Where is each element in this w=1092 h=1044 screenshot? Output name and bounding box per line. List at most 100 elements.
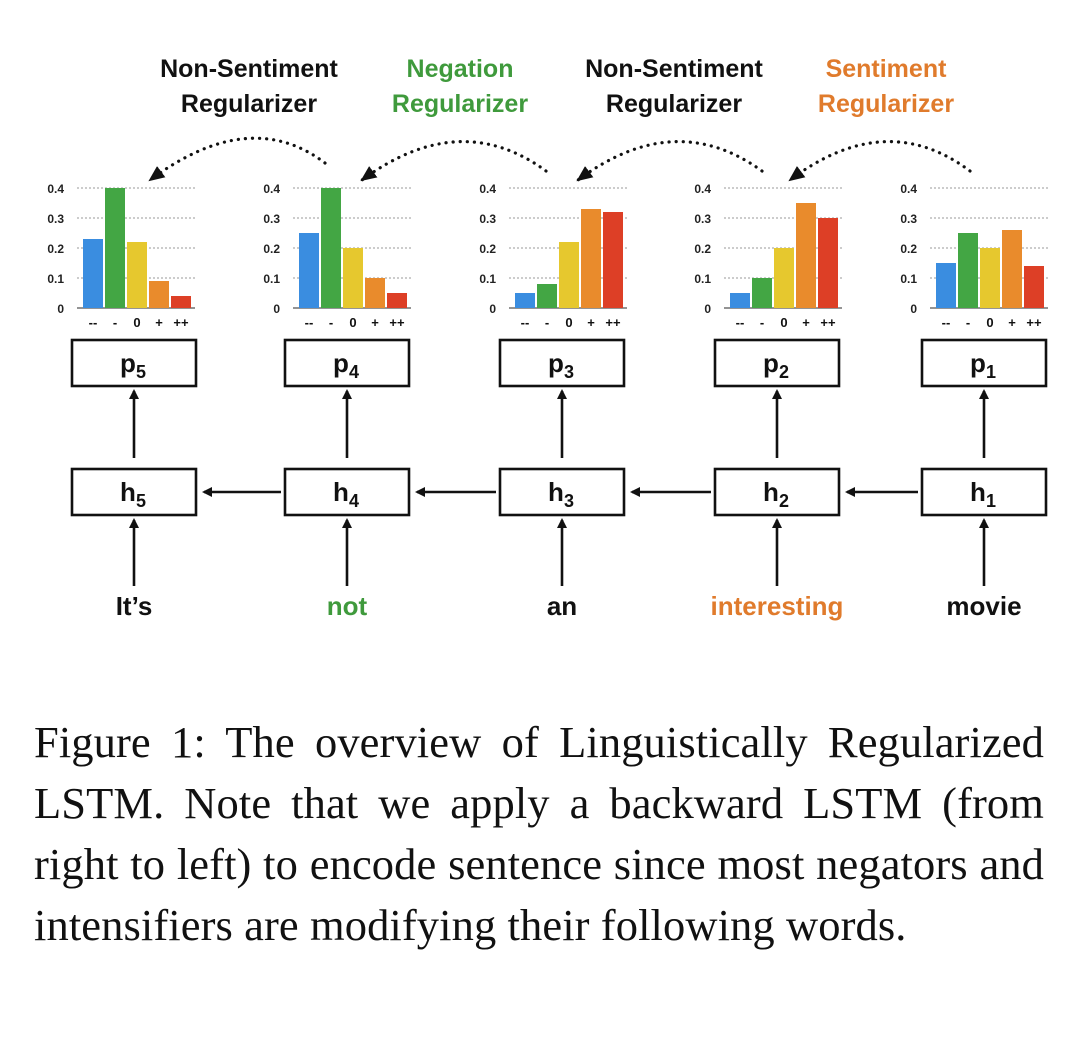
node-symbol: p xyxy=(763,348,779,378)
node-symbol: p xyxy=(333,348,349,378)
regularizer-label-line2: Regularizer xyxy=(606,90,742,118)
x-tick-label: - xyxy=(113,315,117,330)
node-symbol: p xyxy=(970,348,986,378)
hidden-node-label: h2 xyxy=(763,477,789,511)
y-tick-label: 0.4 xyxy=(694,182,711,196)
x-tick-label: 0 xyxy=(986,315,993,330)
y-tick-label: 0 xyxy=(57,302,64,316)
prob-node-box xyxy=(920,338,1048,388)
bar-5 xyxy=(818,218,838,308)
hidden-node-label: h5 xyxy=(120,477,146,511)
hidden-node-box xyxy=(283,467,411,517)
y-tick-label: 0 xyxy=(704,302,711,316)
x-tick-label: 0 xyxy=(565,315,572,330)
prob-node-3: p3 xyxy=(498,338,626,388)
bar-4 xyxy=(1002,230,1022,308)
y-tick-label: 0 xyxy=(489,302,496,316)
y-tick-label: 0.3 xyxy=(900,212,917,226)
x-tick-label: -- xyxy=(521,315,530,330)
node-subscript: 3 xyxy=(564,491,574,511)
node-symbol: h xyxy=(333,477,349,507)
x-tick-label: + xyxy=(155,315,163,330)
x-tick-label: -- xyxy=(305,315,314,330)
dotted-arrow xyxy=(788,140,972,182)
y-tick-label: 0.2 xyxy=(900,242,917,256)
x-tick-label: ++ xyxy=(389,315,405,330)
regularizer-labels: Non-Sentiment Regularizer Negation Regulari… xyxy=(160,55,954,118)
node-symbol: h xyxy=(120,477,136,507)
regularizer-label-line1: Non-Sentiment xyxy=(585,55,763,83)
y-tick-label: 0 xyxy=(273,302,280,316)
prob-node-4: p4 xyxy=(283,338,411,388)
bar-1 xyxy=(730,293,750,308)
input-word: It’s xyxy=(116,591,153,621)
x-tick-label: ++ xyxy=(820,315,836,330)
hidden-node-3: h3 xyxy=(498,467,626,517)
x-tick-label: - xyxy=(545,315,549,330)
node-symbol: p xyxy=(548,348,564,378)
bar-3 xyxy=(980,248,1000,308)
prob-node-box xyxy=(70,338,198,388)
node-subscript: 3 xyxy=(564,362,574,382)
input-word: an xyxy=(547,591,577,621)
node-symbol: p xyxy=(120,348,136,378)
prob-node-2: p2 xyxy=(713,338,841,388)
hidden-node-box xyxy=(920,467,1048,517)
y-tick-label: 0.3 xyxy=(47,212,64,226)
output-distribution-charts: 0.40.30.20.10-- -0 + ++0.40.30.20.10-- -0 + ++… xyxy=(47,182,1048,330)
y-tick-label: 0.3 xyxy=(263,212,280,226)
node-subscript: 5 xyxy=(136,491,146,511)
x-tick-label: + xyxy=(802,315,810,330)
bar-1 xyxy=(515,293,535,308)
x-tick-label: 0 xyxy=(349,315,356,330)
y-tick-label: 0.4 xyxy=(263,182,280,196)
y-tick-label: 0.1 xyxy=(263,272,280,286)
hidden-node-label: h4 xyxy=(333,477,359,511)
input-word: movie xyxy=(946,591,1021,621)
dotted-arrow xyxy=(360,140,548,182)
y-tick-label: 0 xyxy=(910,302,917,316)
node-symbol: h xyxy=(548,477,564,507)
distribution-chart-5: 0.40.30.20.10-- -0 + ++ xyxy=(47,182,195,330)
y-tick-label: 0.4 xyxy=(479,182,496,196)
x-tick-label: ++ xyxy=(1026,315,1042,330)
regularizer-label-line2: Regularizer xyxy=(181,90,317,118)
prob-node-label: p4 xyxy=(333,348,359,382)
bar-3 xyxy=(343,248,363,308)
regularizer-label-line2: Regularizer xyxy=(818,90,954,118)
prob-node-box xyxy=(498,338,626,388)
hidden-node-5: h5 xyxy=(70,467,198,517)
x-tick-label: + xyxy=(587,315,595,330)
input-word: not xyxy=(327,591,368,621)
bar-2 xyxy=(321,188,341,308)
bar-3 xyxy=(774,248,794,308)
bar-3 xyxy=(127,242,147,308)
x-tick-label: - xyxy=(966,315,970,330)
y-tick-label: 0.1 xyxy=(479,272,496,286)
bar-4 xyxy=(365,278,385,308)
prob-node-box xyxy=(713,338,841,388)
node-subscript: 2 xyxy=(779,362,789,382)
hidden-node-box xyxy=(498,467,626,517)
hidden-node-label: h1 xyxy=(970,477,996,511)
bar-2 xyxy=(752,278,772,308)
y-tick-label: 0.2 xyxy=(694,242,711,256)
regularizer-label-line2: Regularizer xyxy=(392,90,528,118)
prob-node-label: p3 xyxy=(548,348,574,382)
bar-5 xyxy=(1024,266,1044,308)
x-tick-label: ++ xyxy=(605,315,621,330)
node-symbol: h xyxy=(763,477,779,507)
regularizer-label-line1: Non-Sentiment xyxy=(160,55,338,83)
hidden-node-2: h2 xyxy=(713,467,841,517)
bar-4 xyxy=(149,281,169,308)
dotted-arrow xyxy=(148,136,327,182)
bar-5 xyxy=(387,293,407,308)
hidden-node-4: h4 xyxy=(283,467,411,517)
node-subscript: 4 xyxy=(349,362,359,382)
bar-3 xyxy=(559,242,579,308)
node-subscript: 2 xyxy=(779,491,789,511)
x-tick-label: 0 xyxy=(780,315,787,330)
prob-node-label: p5 xyxy=(120,348,146,382)
bar-2 xyxy=(537,284,557,308)
y-tick-label: 0.1 xyxy=(694,272,711,286)
